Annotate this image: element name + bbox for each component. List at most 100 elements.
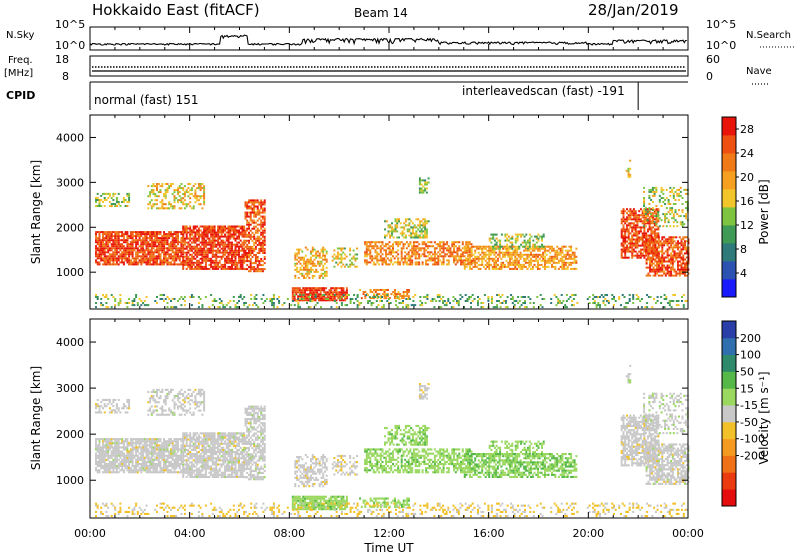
power-cell xyxy=(454,251,457,254)
power-cell xyxy=(304,266,307,269)
power-cell xyxy=(662,201,665,203)
power-cell xyxy=(632,254,635,257)
power-cell xyxy=(681,223,684,226)
power-cell xyxy=(256,264,259,267)
power-cell xyxy=(333,265,336,268)
power-cell xyxy=(554,253,557,256)
power-cell xyxy=(115,257,118,260)
power-cell xyxy=(225,261,228,264)
power-cell xyxy=(192,261,195,264)
power-cell xyxy=(467,261,470,264)
power-cell xyxy=(673,254,676,257)
power-cell xyxy=(510,294,513,296)
power-cell xyxy=(170,203,172,206)
power-cell xyxy=(668,272,671,275)
power-cell xyxy=(426,296,429,298)
power-cell xyxy=(203,237,206,240)
power-cell xyxy=(418,220,421,223)
power-cell xyxy=(397,253,400,256)
power-cell xyxy=(523,263,526,266)
power-cell xyxy=(253,235,256,238)
power-cell xyxy=(173,199,176,202)
power-cell xyxy=(331,259,334,262)
power-cell xyxy=(519,255,522,258)
power-cell xyxy=(547,249,550,252)
power-cell xyxy=(397,243,400,246)
power-cell xyxy=(255,304,258,307)
power-cell xyxy=(685,266,688,269)
power-cell xyxy=(364,241,367,244)
power-cell xyxy=(256,211,259,214)
power-cell xyxy=(556,257,559,260)
power-cell xyxy=(194,235,197,238)
power-cell xyxy=(178,187,181,190)
power-cell xyxy=(654,264,657,267)
power-cell xyxy=(456,302,458,304)
power-cell xyxy=(681,203,684,205)
power-cell xyxy=(650,270,653,273)
power-cell xyxy=(321,294,324,296)
power-cell xyxy=(215,251,218,254)
power-cell xyxy=(315,270,318,273)
power-cell xyxy=(678,209,680,212)
power-cell xyxy=(185,235,188,238)
power-cell xyxy=(566,253,569,256)
power-cell xyxy=(573,251,576,254)
power-cell xyxy=(668,266,671,269)
power-cell xyxy=(98,231,101,234)
power-cell xyxy=(420,224,423,227)
power-cell xyxy=(374,241,377,244)
power-cell xyxy=(320,248,323,251)
power-cell xyxy=(131,237,134,240)
power-cell xyxy=(201,257,204,260)
power-cell xyxy=(206,225,209,228)
power-cell xyxy=(512,259,515,262)
power-cell xyxy=(412,241,415,244)
power-cell xyxy=(488,237,491,240)
power-cell xyxy=(322,248,325,251)
power-cell xyxy=(312,299,315,302)
power-cell xyxy=(241,255,244,258)
power-cell xyxy=(298,299,301,302)
power-cell xyxy=(260,199,263,202)
power-cell xyxy=(254,221,257,224)
power-cell xyxy=(517,296,520,298)
power-cell xyxy=(190,263,193,266)
power-cell xyxy=(338,247,341,250)
power-cell xyxy=(643,236,646,239)
power-cell xyxy=(643,246,646,249)
power-cell xyxy=(178,259,181,262)
power-cell xyxy=(650,268,653,271)
power-cell xyxy=(439,245,442,248)
power-cell xyxy=(108,237,111,240)
power-cell xyxy=(622,224,625,227)
power-cell xyxy=(231,243,233,246)
power-cell xyxy=(211,300,214,302)
power-cell xyxy=(425,181,428,184)
power-cell xyxy=(652,242,655,245)
power-cell xyxy=(252,304,254,307)
power-cell xyxy=(385,261,387,264)
power-cell xyxy=(258,247,261,250)
power-cell xyxy=(564,253,567,256)
power-cell xyxy=(187,261,190,264)
power-cell xyxy=(126,245,129,248)
power-cell xyxy=(307,293,310,296)
power-cell xyxy=(392,230,395,233)
power-cell xyxy=(215,261,218,264)
power-cell xyxy=(261,243,264,246)
power-cell xyxy=(105,199,108,201)
power-cell xyxy=(420,187,423,190)
power-cell xyxy=(645,218,648,221)
power-cell xyxy=(672,225,675,228)
power-cell xyxy=(136,231,139,234)
power-cell xyxy=(248,211,250,214)
power-cell xyxy=(378,289,381,291)
power-cell xyxy=(516,233,519,236)
power-cell xyxy=(325,299,327,302)
power-cell xyxy=(685,268,688,271)
power-cell xyxy=(404,236,407,239)
power-cell xyxy=(115,249,118,252)
power-cell xyxy=(673,244,676,247)
power-cell xyxy=(657,232,660,235)
